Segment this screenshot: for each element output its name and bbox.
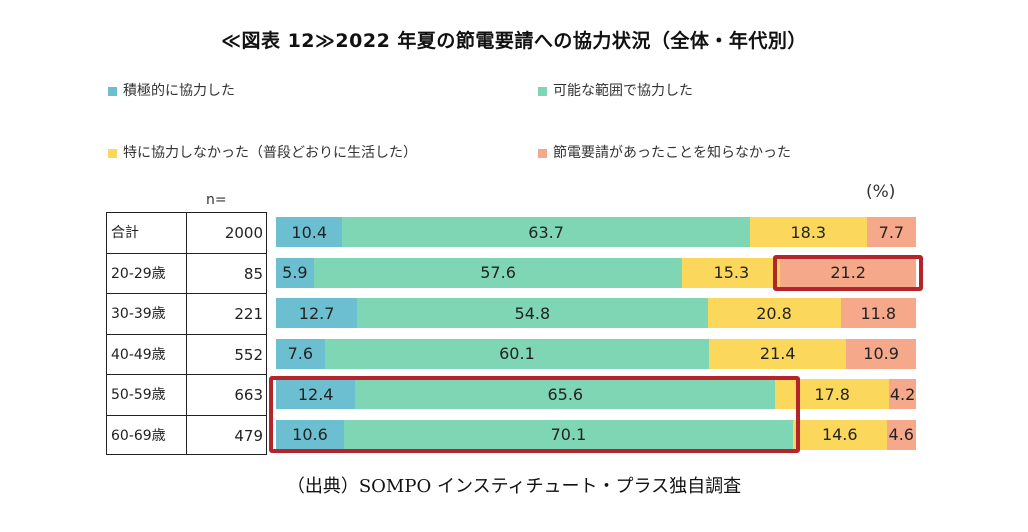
bar-segment: 12.4 (276, 379, 356, 410)
data-label: 54.8 (514, 303, 551, 323)
data-label: 60.1 (499, 344, 535, 364)
data-label: 12.4 (297, 384, 334, 404)
data-label: 10.6 (292, 425, 328, 445)
table-row: 20-29歳 85 (107, 254, 266, 294)
category-label: 合計 (111, 225, 139, 241)
legend-swatch (108, 86, 117, 96)
unit-label: (%) (866, 182, 896, 202)
bar-segment: 21.4 (709, 338, 847, 369)
sample-size: 552 (234, 345, 263, 364)
chart-title: ≪図表 12≫2022 年夏の節電要請への協力状況（全体・年代別） (221, 30, 807, 52)
sample-size: 221 (234, 305, 263, 323)
legend-item: 積極的に協力した (108, 80, 235, 100)
table-divider (186, 213, 187, 454)
legend-swatch (108, 148, 117, 158)
bar-segment: 10.9 (846, 338, 916, 369)
bar-segment: 4.6 (886, 419, 916, 450)
data-label: 4.6 (888, 425, 914, 445)
data-label: 70.1 (550, 425, 587, 445)
data-label: 10.4 (291, 222, 328, 242)
table-row: 合計 2000 (107, 213, 266, 254)
table-row: 40-49歳 552 (107, 335, 266, 375)
bar-segment: 65.6 (355, 379, 776, 410)
bar-segment: 7.7 (866, 217, 916, 248)
legend-label: 可能な範囲で協力した (553, 83, 693, 99)
bar-segment: 60.1 (324, 338, 710, 369)
data-label: 57.6 (480, 263, 516, 283)
bar-segment: 20.8 (707, 298, 841, 329)
bar-segment: 54.8 (357, 298, 708, 329)
data-label: 5.9 (282, 263, 308, 283)
data-label: 4.2 (889, 384, 916, 404)
category-label: 40-49歳 (111, 346, 166, 363)
source-note: （出典）SOMPO インスティチュート・プラス独自調査 (286, 476, 742, 497)
bar-segment: 12.7 (276, 298, 358, 329)
sample-size: 85 (243, 264, 263, 283)
legend-label: 節電要請があったことを知らなかった (553, 145, 791, 161)
data-label: 7.6 (287, 344, 314, 364)
bar-segment: 7.6 (276, 338, 325, 369)
category-label: 30-39歳 (111, 306, 166, 322)
data-label: 17.8 (814, 384, 850, 404)
bar-segment: 17.8 (775, 379, 890, 410)
data-label: 21.4 (759, 344, 796, 364)
data-label: 14.6 (821, 425, 858, 445)
legend-item: 特に協力しなかった（普段どおりに生活した） (108, 142, 417, 162)
bar-segment: 10.4 (276, 217, 343, 248)
legend-swatch (538, 86, 547, 96)
category-label: 20-29歳 (111, 265, 166, 282)
bar-segment: 11.8 (840, 298, 916, 329)
data-label: 65.6 (547, 384, 584, 404)
stacked-bars: 10.4 63.7 18.3 7.7 5.9 57.6 15.3 21.2 12.7 54.8 20… (276, 212, 916, 455)
data-label: 12.7 (298, 303, 335, 323)
sample-size: 2000 (224, 224, 263, 242)
legend-swatch (538, 148, 547, 158)
data-label: 21.2 (830, 263, 866, 283)
table-row: 60-69歳 479 (107, 416, 266, 457)
data-label: 7.7 (878, 222, 905, 242)
table-row: 50-59歳 663 (107, 375, 266, 416)
bar-segment: 4.2 (889, 379, 916, 410)
data-label: 18.3 (790, 222, 827, 242)
bar-segment: 10.6 (276, 419, 344, 450)
legend-item: 可能な範囲で協力した (538, 80, 693, 100)
bar-segment: 18.3 (749, 217, 867, 248)
legend-label: 特に協力しなかった（普段どおりに生活した） (123, 145, 417, 161)
data-label: 15.3 (713, 263, 750, 283)
data-label: 10.9 (863, 344, 899, 364)
category-table: 合計 2000 20-29歳 85 30-39歳 221 40-49歳 552 50-59歳 66… (106, 212, 267, 455)
bar-segment: 15.3 (682, 257, 781, 288)
bar-segment: 14.6 (792, 419, 887, 450)
sample-size: 479 (234, 426, 263, 445)
category-label: 60-69歳 (111, 427, 166, 444)
category-label: 50-59歳 (111, 387, 166, 403)
bar-segment: 5.9 (276, 257, 314, 288)
bar-segment: 57.6 (313, 257, 683, 288)
sample-size: 663 (234, 386, 263, 404)
bar-segment: 21.2 (780, 257, 916, 288)
n-label: n= (206, 192, 227, 208)
legend-item: 節電要請があったことを知らなかった (538, 142, 791, 162)
legend-label: 積極的に協力した (123, 83, 235, 99)
bar-segment: 63.7 (342, 217, 750, 248)
bar-segment: 70.1 (343, 419, 793, 450)
data-label: 20.8 (756, 303, 792, 323)
data-label: 11.8 (860, 303, 897, 323)
table-row: 30-39歳 221 (107, 294, 266, 335)
data-label: 63.7 (528, 222, 564, 242)
